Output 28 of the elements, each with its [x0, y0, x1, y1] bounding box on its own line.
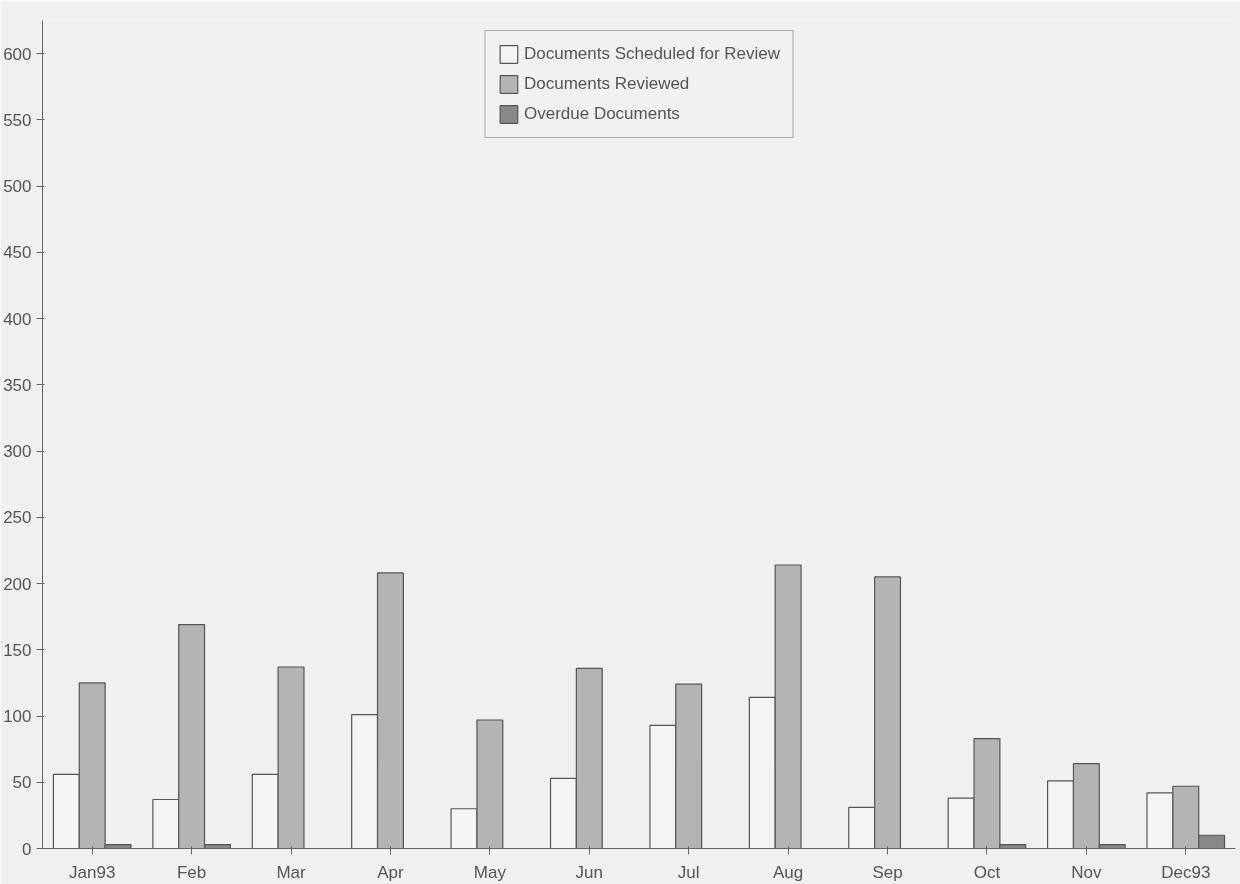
- y-tick-label: 50: [12, 773, 32, 793]
- y-tick-label: 300: [3, 442, 32, 462]
- y-tick-label: 100: [3, 707, 32, 727]
- x-tick-label: Mar: [276, 862, 307, 882]
- x-tick-label: Aug: [773, 862, 804, 882]
- y-tick-label: 150: [3, 640, 32, 660]
- x-tick-label: Jan93: [69, 862, 116, 882]
- y-tick-label: 400: [3, 309, 32, 329]
- y-tick-label: 200: [3, 574, 32, 594]
- x-tick-label: Oct: [973, 862, 1001, 882]
- x-tick-label: Feb: [176, 862, 207, 882]
- legend-label: Documents Reviewed: [523, 74, 690, 94]
- y-tick-label: 500: [3, 177, 32, 197]
- legend-label: Overdue Documents: [523, 104, 680, 124]
- y-tick-label: 350: [3, 375, 32, 395]
- x-tick-label: Apr: [377, 862, 405, 882]
- y-tick-label: 600: [3, 44, 32, 64]
- y-tick-label: 0: [22, 839, 32, 859]
- x-tick-label: Jun: [575, 862, 604, 882]
- x-tick-label: Dec93: [1161, 862, 1211, 882]
- y-tick-label: 450: [3, 243, 32, 263]
- x-tick-label: Jul: [677, 862, 700, 882]
- legend-label: Documents Scheduled for Review: [523, 44, 781, 64]
- y-tick-label: 550: [3, 110, 32, 130]
- y-tick-label: 250: [3, 508, 32, 528]
- x-tick-label: Sep: [872, 862, 903, 882]
- x-tick-label: Nov: [1071, 862, 1102, 882]
- x-tick-label: May: [473, 862, 507, 882]
